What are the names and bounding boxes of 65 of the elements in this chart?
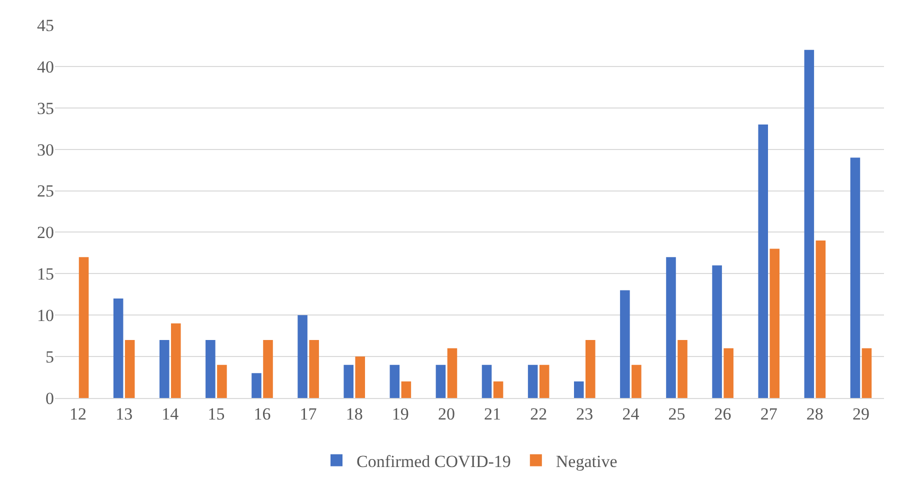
bar	[666, 257, 676, 398]
x-tick-label: 13	[116, 404, 133, 424]
y-tick-label: 25	[37, 182, 54, 201]
bar	[770, 248, 780, 398]
bar	[678, 340, 688, 398]
x-tick-label: 22	[530, 404, 548, 424]
bar	[113, 298, 124, 398]
x-tick-label: 27	[760, 404, 778, 424]
bar	[390, 364, 400, 398]
bar	[804, 50, 814, 398]
bar	[632, 364, 642, 398]
y-tick-label: 0	[46, 388, 54, 408]
legend-label: Negative	[556, 452, 618, 471]
x-tick-label: 23	[576, 404, 594, 424]
x-tick-label: 24	[622, 404, 640, 424]
bar	[344, 364, 354, 398]
bar	[252, 373, 262, 398]
bar	[78, 257, 89, 398]
bar	[586, 340, 596, 398]
legend-label: Confirmed COVID-19	[356, 452, 511, 471]
bar	[206, 340, 216, 398]
x-tick-label: 26	[714, 404, 732, 424]
bar	[401, 381, 412, 398]
bar	[263, 340, 273, 398]
bar	[620, 290, 630, 398]
bar	[539, 364, 550, 398]
bar	[724, 348, 734, 398]
y-tick-label: 35	[37, 98, 54, 118]
bar	[482, 364, 492, 398]
bar	[217, 364, 227, 398]
bar	[309, 340, 319, 398]
x-tick-label: 18	[346, 404, 363, 424]
x-tick-label: 20	[438, 404, 455, 424]
x-tick-label: 12	[70, 404, 87, 424]
x-tick-label: 15	[208, 404, 225, 424]
bar	[816, 240, 826, 398]
x-tick-label: 25	[668, 404, 686, 424]
bar	[493, 381, 504, 398]
x-tick-label: 21	[484, 404, 502, 424]
y-tick-label: 45	[37, 16, 54, 35]
bar	[850, 158, 860, 398]
y-tick-label: 20	[37, 223, 54, 242]
x-tick-label: 28	[806, 404, 824, 424]
bar	[758, 124, 768, 398]
bar	[298, 315, 308, 398]
bar	[712, 265, 722, 398]
bar	[574, 381, 584, 398]
bar	[436, 364, 446, 398]
x-tick-label: 16	[254, 404, 271, 424]
y-tick-label: 5	[46, 348, 54, 367]
x-tick-label: 14	[162, 404, 180, 424]
x-tick-label: 17	[300, 404, 318, 424]
y-tick-label: 30	[37, 140, 54, 160]
y-tick-label: 10	[37, 306, 54, 326]
bar	[171, 323, 181, 398]
x-tick-label: 29	[852, 404, 870, 424]
bar	[862, 348, 872, 398]
bar	[355, 356, 366, 398]
y-tick-label: 40	[37, 57, 54, 76]
y-tick-label: 15	[37, 264, 54, 284]
bar	[528, 364, 538, 398]
bar	[124, 340, 135, 398]
x-tick-label: 19	[392, 404, 409, 424]
bar	[447, 348, 458, 398]
bar	[159, 340, 170, 398]
